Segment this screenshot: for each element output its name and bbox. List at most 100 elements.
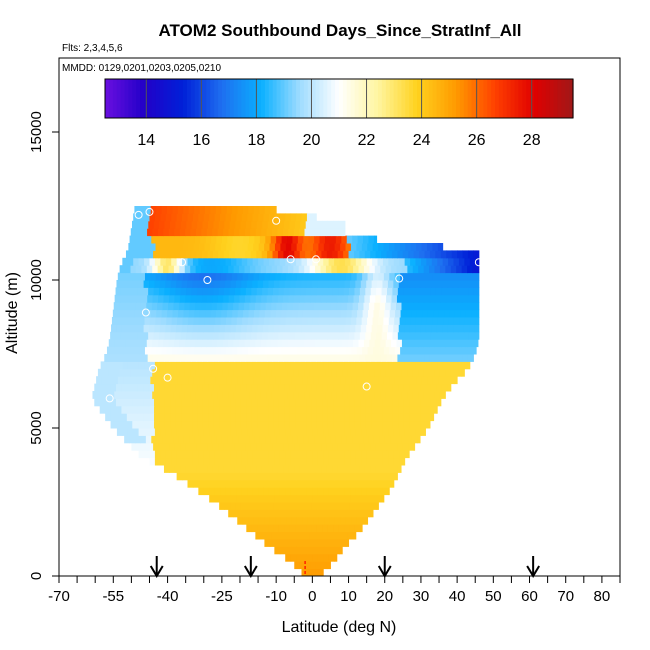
heatmap-cell [175, 383, 182, 392]
heatmap-cell [258, 450, 264, 459]
colorbar-segment [284, 79, 289, 118]
heatmap-cell [244, 228, 251, 237]
heatmap-cell [246, 280, 253, 288]
colorbar-segment [233, 79, 239, 118]
colorbar-segment [292, 79, 297, 118]
heatmap-cell [453, 361, 460, 370]
heatmap-cell [196, 331, 203, 340]
heatmap-cell [425, 398, 432, 407]
heatmap-cell [328, 450, 335, 459]
heatmap-cell [328, 546, 335, 555]
heatmap-cell [377, 361, 384, 370]
heatmap-cell [340, 346, 347, 355]
heatmap-cell [195, 391, 202, 399]
heatmap-cell [205, 435, 212, 444]
heatmap-cell [181, 405, 188, 414]
heatmap-cell [201, 265, 207, 274]
heatmap-cell [442, 324, 449, 333]
heatmap-cell [320, 391, 327, 399]
heatmap-cell [377, 257, 384, 266]
heatmap-cell [190, 294, 197, 303]
heatmap-cell [344, 479, 351, 488]
heatmap-cell [193, 243, 200, 251]
colorbar-segment [381, 79, 387, 118]
heatmap-cell [321, 331, 328, 340]
heatmap-cell [142, 354, 149, 362]
heatmap-cell [406, 309, 412, 318]
heatmap-cell [304, 391, 311, 399]
heatmap-cell [99, 383, 106, 392]
heatmap-cell [305, 465, 312, 473]
heatmap-cell [467, 294, 474, 303]
heatmap-cell [224, 413, 231, 422]
heatmap-cell [307, 317, 314, 325]
heatmap-cell [224, 502, 231, 510]
heatmap-cell [365, 398, 372, 407]
heatmap-cell [137, 405, 144, 414]
heatmap-cell [308, 309, 315, 318]
heatmap-cell [154, 428, 161, 436]
heatmap-cell [293, 265, 300, 274]
heatmap-cell [174, 465, 181, 473]
heatmap-cell [361, 450, 368, 459]
heatmap-cell [342, 509, 349, 518]
heatmap-cell [437, 317, 444, 325]
heatmap-cell [257, 502, 264, 510]
heatmap-cell [425, 331, 431, 340]
heatmap-cell [192, 479, 199, 488]
colorbar-segment [397, 79, 402, 118]
heatmap-cell [220, 494, 226, 503]
heatmap-cell [426, 361, 433, 370]
heatmap-cell [255, 228, 262, 237]
heatmap-cell [312, 243, 319, 251]
heatmap-cell [361, 428, 368, 436]
heatmap-cell [175, 413, 182, 422]
heatmap-cell [127, 428, 134, 436]
heatmap-cell [280, 317, 287, 325]
heatmap-cell [103, 368, 110, 377]
heatmap-cell [329, 516, 336, 525]
heatmap-cell [152, 391, 159, 399]
heatmap-cell [300, 383, 307, 392]
heatmap-cell [253, 346, 260, 355]
heatmap-cell [268, 472, 275, 481]
heatmap-cell [382, 383, 388, 392]
heatmap-cell [169, 354, 176, 362]
heatmap-cell [274, 546, 281, 555]
colorbar-segment [541, 79, 547, 118]
heatmap-cell [464, 361, 471, 370]
colorbar-segment [264, 79, 270, 118]
heatmap-cell [358, 339, 365, 348]
heatmap-cell [247, 428, 254, 436]
heatmap-cell [222, 302, 229, 311]
heatmap-cell [174, 250, 181, 259]
heatmap-cell [269, 272, 276, 281]
heatmap-cell [321, 465, 328, 473]
heatmap-cell [298, 509, 305, 518]
heatmap-cell [149, 280, 155, 288]
heatmap-cell [338, 398, 345, 407]
heatmap-cell [358, 265, 365, 274]
heatmap-cell [345, 539, 350, 547]
heatmap-cell [344, 280, 351, 288]
heatmap-cell [208, 413, 215, 422]
heatmap-cell [334, 487, 340, 496]
heatmap-cell [417, 302, 424, 311]
colorbar-segment [319, 79, 324, 118]
heatmap-cell [264, 539, 271, 547]
heatmap-cell [451, 354, 458, 362]
heatmap-cell [374, 265, 381, 274]
heatmap-cell [202, 331, 209, 340]
heatmap-cell [184, 339, 191, 348]
heatmap-cell [157, 302, 164, 311]
heatmap-cell [159, 280, 166, 288]
heatmap-cell [261, 354, 268, 362]
heatmap-cell [267, 465, 274, 473]
heatmap-cell [211, 368, 218, 377]
heatmap-cell [306, 213, 313, 222]
colorbar-segment [151, 79, 157, 118]
heatmap-cell [389, 272, 396, 281]
heatmap-cell [138, 450, 145, 459]
heatmap-cell [197, 420, 204, 429]
heatmap-cell [364, 465, 371, 473]
